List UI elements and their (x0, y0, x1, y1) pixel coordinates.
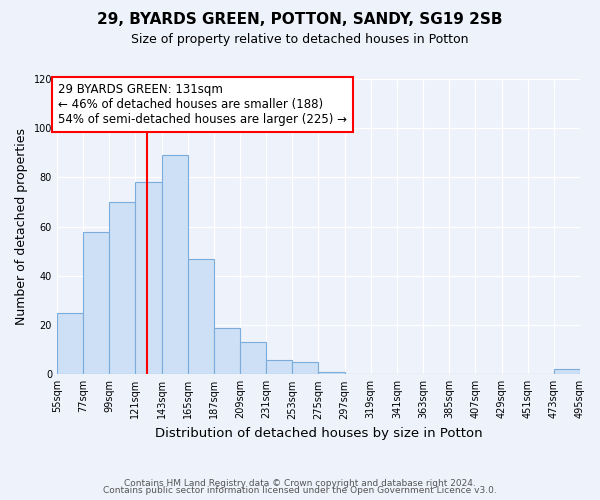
Bar (136, 182, 161, 374)
Bar (266, 360, 292, 374)
Text: 29 BYARDS GREEN: 131sqm
← 46% of detached houses are smaller (188)
54% of semi-d: 29 BYARDS GREEN: 131sqm ← 46% of detache… (58, 83, 347, 126)
Text: Contains HM Land Registry data © Crown copyright and database right 2024.: Contains HM Land Registry data © Crown c… (124, 478, 476, 488)
Text: 29, BYARDS GREEN, POTTON, SANDY, SG19 2SB: 29, BYARDS GREEN, POTTON, SANDY, SG19 2S… (97, 12, 503, 28)
Text: Size of property relative to detached houses in Potton: Size of property relative to detached ho… (131, 32, 469, 46)
Bar (83, 232, 109, 374)
Bar (214, 328, 240, 374)
Bar (161, 156, 188, 374)
Bar (240, 342, 266, 374)
Text: Contains public sector information licensed under the Open Government Licence v3: Contains public sector information licen… (103, 486, 497, 495)
Bar (57, 313, 83, 374)
Y-axis label: Number of detached properties: Number of detached properties (15, 128, 28, 325)
Bar (188, 258, 214, 374)
Bar (554, 370, 580, 374)
Bar (292, 362, 319, 374)
Bar (109, 202, 136, 374)
Bar (319, 372, 344, 374)
X-axis label: Distribution of detached houses by size in Potton: Distribution of detached houses by size … (155, 427, 482, 440)
